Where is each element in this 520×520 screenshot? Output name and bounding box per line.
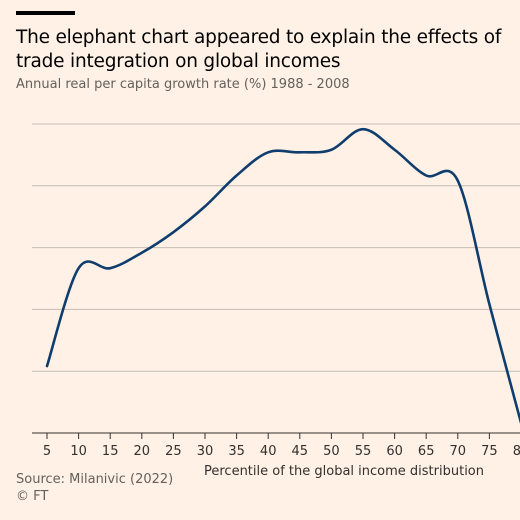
x-tick-label: 50 xyxy=(323,444,340,459)
x-tick-label: 15 xyxy=(102,444,119,459)
x-tick-label: 40 xyxy=(260,444,277,459)
x-tick-label: 75 xyxy=(481,444,498,459)
chart-subtitle: Annual real per capita growth rate (%) 1… xyxy=(16,77,350,92)
chart-title: The elephant chart appeared to explain t… xyxy=(16,27,502,72)
x-axis-tick-labels: 5 10 15 20 25 30 35 40 45 50 55 60 65 70 75 80 xyxy=(43,444,520,459)
x-tick-label: 80 xyxy=(513,444,520,459)
ft-accent-bar xyxy=(16,11,75,15)
x-tick-label: 30 xyxy=(197,444,214,459)
x-tick-label: 60 xyxy=(386,444,403,459)
x-tick-label: 55 xyxy=(355,444,372,459)
x-tick-label: 10 xyxy=(70,444,87,459)
source-note: Source: Milanivic (2022) xyxy=(16,472,174,487)
x-tick-label: 35 xyxy=(228,444,245,459)
series-line xyxy=(45,127,520,424)
ft-credit: © FT xyxy=(16,489,49,504)
x-tick-label: 65 xyxy=(418,444,435,459)
x-tick-label: 70 xyxy=(450,444,467,459)
gridlines xyxy=(32,123,520,434)
x-axis-title: Percentile of the global income distribu… xyxy=(204,464,484,479)
x-tick-label: 5 xyxy=(43,444,51,459)
x-tick-label: 45 xyxy=(292,444,309,459)
x-axis-ticks xyxy=(46,433,490,439)
x-tick-label: 25 xyxy=(165,444,182,459)
x-tick-label: 20 xyxy=(134,444,151,459)
